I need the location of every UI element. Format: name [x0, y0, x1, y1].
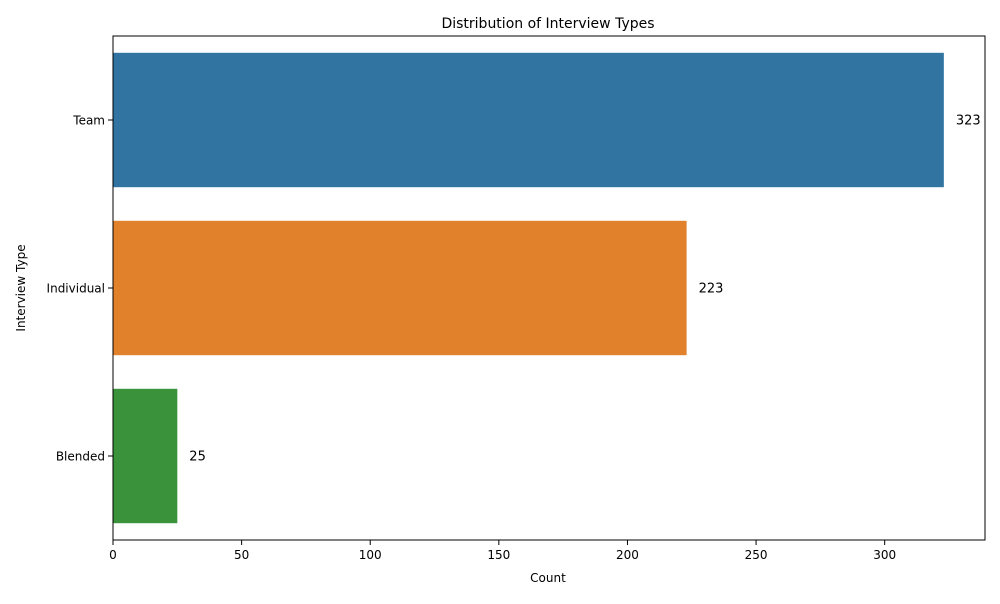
y-tick-label-blended: Blended	[56, 450, 105, 464]
x-tick-label: 50	[234, 548, 249, 562]
chart-title: Distribution of Interview Types	[441, 16, 654, 32]
bar-blended	[113, 388, 178, 524]
axes-layer: Team Individual Blended 0 50 100 150 200 250 300	[47, 35, 986, 562]
x-tick-label: 200	[616, 548, 639, 562]
data-label-blended: 25	[189, 450, 206, 465]
bar-team	[113, 52, 944, 188]
y-tick-label-team: Team	[72, 114, 105, 128]
plot-frame	[112, 35, 986, 541]
x-tick-label: 0	[109, 548, 117, 562]
x-tick-label: 100	[359, 548, 382, 562]
y-axis-label: Interview Type	[14, 244, 28, 331]
data-label-individual: 223	[699, 282, 724, 297]
x-tick-label: 150	[487, 548, 510, 562]
x-tick-label: 250	[745, 548, 768, 562]
data-labels-layer: 323 223 25	[189, 114, 980, 465]
x-axis-label: Count	[530, 571, 566, 585]
bars-layer	[113, 52, 944, 524]
bar-individual	[113, 220, 687, 356]
data-label-team: 323	[956, 114, 981, 129]
x-tick-label: 300	[873, 548, 896, 562]
y-tick-label-individual: Individual	[47, 282, 105, 296]
